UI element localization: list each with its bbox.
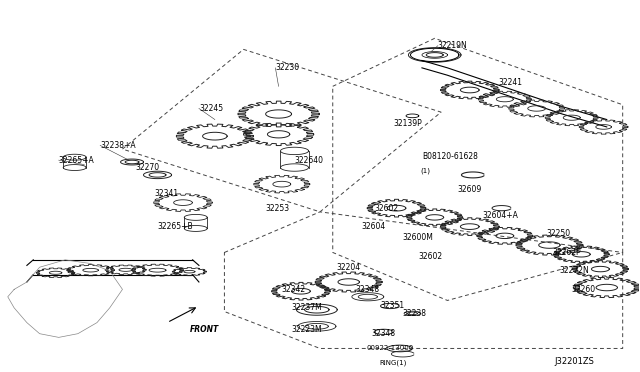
- Text: J32201ZS: J32201ZS: [554, 357, 594, 366]
- Text: 32237M: 32237M: [291, 303, 322, 312]
- Text: 32348: 32348: [355, 285, 379, 294]
- Text: 32223M: 32223M: [291, 326, 322, 334]
- Text: 32238: 32238: [403, 309, 427, 318]
- Text: 32260: 32260: [572, 285, 596, 294]
- Text: 32241: 32241: [499, 78, 522, 87]
- Text: 32342: 32342: [282, 285, 306, 294]
- Text: 32219N: 32219N: [438, 41, 468, 50]
- Text: FRONT: FRONT: [189, 326, 219, 334]
- Text: 32238+A: 32238+A: [100, 141, 136, 150]
- Text: 32250: 32250: [546, 230, 570, 238]
- Text: 32139P: 32139P: [394, 119, 422, 128]
- Text: 32245: 32245: [199, 104, 223, 113]
- Text: 32604+A: 32604+A: [483, 211, 518, 220]
- Text: 32602: 32602: [419, 251, 443, 261]
- Text: 00922-13000: 00922-13000: [367, 346, 413, 352]
- Text: RING(1): RING(1): [380, 360, 407, 366]
- Text: 32348: 32348: [371, 329, 395, 338]
- Text: 32272N: 32272N: [559, 266, 589, 275]
- Text: 32341: 32341: [154, 189, 179, 198]
- Text: 32230: 32230: [275, 63, 300, 72]
- Text: 32253: 32253: [266, 203, 290, 213]
- Text: (1): (1): [420, 168, 430, 174]
- Text: 32204: 32204: [336, 263, 360, 272]
- Text: 32602: 32602: [374, 203, 398, 213]
- Text: 32270: 32270: [135, 163, 159, 172]
- Text: 32600M: 32600M: [403, 233, 434, 242]
- Text: 32604: 32604: [362, 222, 386, 231]
- Text: 322640: 322640: [294, 155, 323, 165]
- Text: B08120-61628: B08120-61628: [422, 152, 478, 161]
- Text: 32351: 32351: [381, 301, 404, 311]
- Text: 32262P: 32262P: [552, 248, 581, 257]
- Text: 32609: 32609: [457, 185, 481, 194]
- Text: 32265+A: 32265+A: [59, 155, 95, 165]
- Text: 32265+B: 32265+B: [157, 222, 193, 231]
